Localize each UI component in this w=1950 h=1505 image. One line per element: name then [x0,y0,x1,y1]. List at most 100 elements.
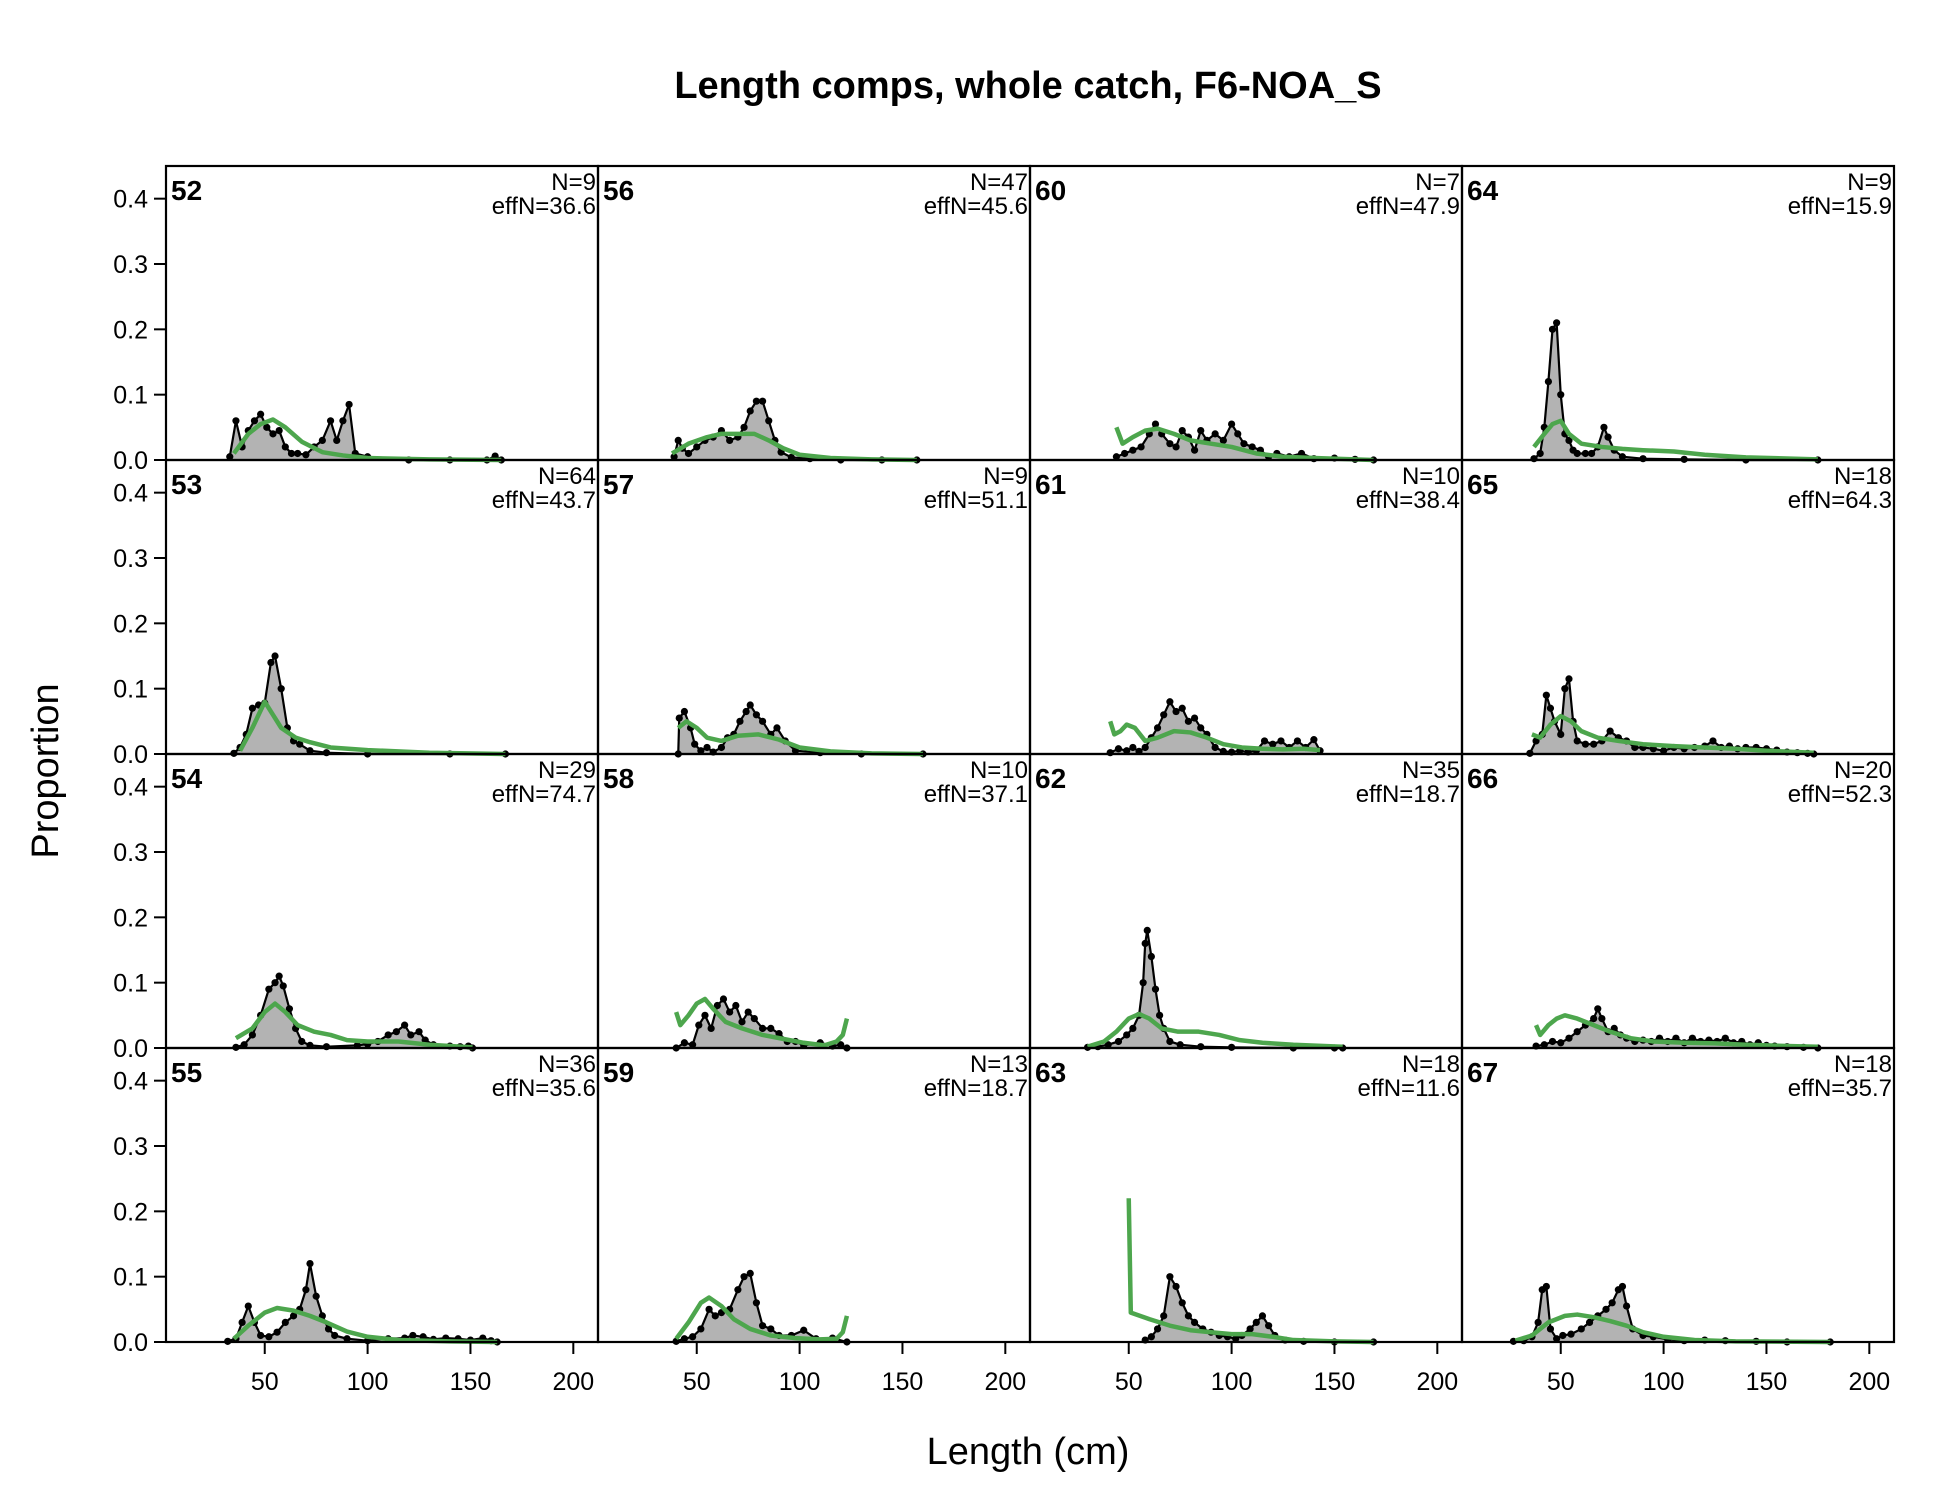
observed-point [1172,1282,1180,1291]
observed-point [302,451,310,459]
panel-effn: effN=43.7 [492,487,596,514]
observed-point [1178,427,1186,435]
observed-point [1166,1037,1174,1046]
observed-point [1151,420,1160,428]
observed-point [1190,1318,1199,1326]
panel-frame [1460,1046,1896,1344]
observed-point [1310,736,1318,744]
observed-point [1114,1037,1123,1046]
panel-label: 54 [171,763,203,794]
observed-point [734,1286,742,1294]
observed-point [691,740,699,748]
expected-line [1533,1013,1818,1049]
observed-point [1160,1312,1168,1320]
observed-point [744,1008,752,1016]
panel-label: 52 [171,175,202,206]
x-tick-label: 150 [450,1368,492,1396]
observed-point [758,1024,767,1032]
expected-line [1108,720,1321,753]
x-tick-label: 50 [683,1368,711,1396]
observed-point [1114,745,1123,753]
panel-label: 53 [171,469,202,500]
observed-point [244,1302,252,1310]
panel-effn: effN=18.7 [1356,781,1460,808]
observed-point [695,1021,703,1029]
panel-effn: effN=36.6 [492,193,596,220]
observed-point [1530,455,1538,463]
y-tick-label: 0.1 [113,382,148,410]
observed-point [752,1299,761,1307]
observed-area [1110,701,1321,754]
observed-point [1123,747,1131,755]
observed-point [697,1325,705,1333]
observed-point [1211,430,1219,438]
observed-point [1540,1041,1548,1049]
observed-point [322,1043,331,1051]
observed-area [676,999,847,1048]
observed-line [1087,930,1343,1050]
observed-point [742,707,750,716]
observed-point [1141,939,1149,948]
observed-line [227,1263,498,1344]
observed-point [1548,325,1557,333]
x-tick-label: 100 [1211,1368,1253,1396]
observed-point [738,1018,746,1026]
observed-point [415,1028,423,1036]
observed-point [689,1333,697,1341]
observed-point [1248,443,1256,451]
observed-point [267,658,275,667]
observed-point [1573,449,1581,458]
x-tick-label: 100 [1643,1368,1685,1396]
observed-point [1534,1318,1542,1326]
observed-point [1260,737,1269,745]
panel-n: N=10 [970,757,1028,784]
observed-point [752,397,761,405]
observed-point [717,743,726,752]
observed-point [238,1318,246,1326]
expected-line [1086,1011,1343,1049]
observed-point [1618,453,1627,461]
observed-point [1553,1335,1561,1343]
observed-point [1137,443,1145,451]
observed-point [684,449,693,458]
observed-point [1608,1299,1616,1307]
observed-point [740,423,748,431]
observed-point [1565,436,1573,444]
observed-point [1557,391,1565,399]
observed-point [1709,737,1717,745]
observed-point [1536,449,1544,458]
x-tick-label: 100 [347,1368,389,1396]
observed-area [1513,1286,1831,1342]
observed-point [1147,1333,1155,1341]
observed-point [1112,453,1120,461]
observed-point [1672,1034,1680,1042]
observed-point [1269,740,1277,748]
observed-point [1184,1312,1192,1320]
observed-point [1252,1318,1260,1326]
y-tick-label: 0.0 [113,741,148,769]
observed-point [1581,449,1590,458]
y-tick-label: 0.0 [113,1329,148,1357]
observed-point [1553,319,1561,327]
observed-point [697,747,705,755]
panel-label: 59 [603,1057,634,1088]
x-tick-label: 150 [1314,1368,1356,1396]
observed-point [1211,743,1219,752]
panel-n: N=35 [1402,757,1460,784]
observed-point [1172,707,1180,716]
x-tick-label: 200 [984,1368,1026,1396]
y-tick-label: 0.0 [113,1035,148,1063]
panel-label: 65 [1467,469,1498,500]
observed-point [752,711,761,719]
y-axis-label: Proportion [25,683,67,858]
y-tick-label: 0.4 [113,1068,148,1096]
observed-point [1219,436,1227,444]
observed-area [229,404,502,460]
observed-point [719,995,728,1003]
observed-point [1166,1273,1174,1281]
observed-point [248,704,256,712]
observed-point [1104,1041,1112,1049]
